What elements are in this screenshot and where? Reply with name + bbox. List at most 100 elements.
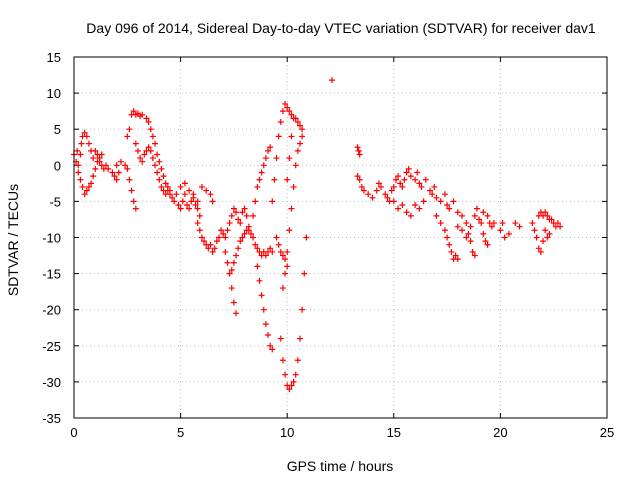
data-point [94,151,101,158]
data-point [177,205,184,212]
data-point [412,202,419,209]
data-point [181,180,188,187]
data-point [74,147,81,154]
data-point [209,198,216,205]
data-point [533,234,540,241]
data-point [294,357,301,364]
data-point [173,191,180,198]
data-point [164,183,171,190]
data-point [437,198,444,205]
data-point [279,252,286,259]
data-point [194,205,201,212]
data-point [113,162,120,169]
data-point [186,205,193,212]
data-point [540,238,547,245]
data-point [282,270,289,277]
data-point [360,187,367,194]
data-point [81,129,88,136]
y-tick-label: -5 [49,194,61,209]
data-point [416,180,423,187]
data-point [296,140,303,147]
data-point [467,238,474,245]
data-point [403,169,410,176]
data-point [139,111,146,118]
data-point [382,191,389,198]
data-point [437,220,444,227]
data-point [294,147,301,154]
data-point [463,234,470,241]
data-point [245,227,252,234]
data-point [548,216,555,223]
data-point [459,227,466,234]
data-point [152,162,159,169]
data-points [71,77,564,393]
data-point [288,133,295,140]
data-point [228,266,235,273]
data-point [292,162,299,169]
data-point [201,238,208,245]
data-point [286,108,293,115]
data-point [147,126,154,133]
data-point [284,248,291,255]
data-point [124,165,131,172]
data-point [286,386,293,393]
plot-frame [73,56,608,419]
data-point [480,209,487,216]
data-point [160,173,167,180]
data-point [149,155,156,162]
data-point [194,198,201,205]
data-point [192,202,199,209]
data-point [156,158,163,165]
data-point [444,234,451,241]
data-point [469,248,476,255]
data-point [488,223,495,230]
data-point [484,212,491,219]
data-point [303,234,310,241]
data-point [282,100,289,107]
data-point [444,202,451,209]
data-point [171,198,178,205]
data-point [224,259,231,266]
data-point [262,155,269,162]
data-point [158,183,165,190]
data-point [75,162,82,169]
y-tick-label: -20 [42,303,61,318]
data-point [277,248,284,255]
data-point [149,133,156,140]
data-point [162,180,169,187]
data-point [130,108,137,115]
data-point [254,263,261,270]
data-point [286,155,293,162]
data-point [260,306,267,313]
data-point [122,162,129,169]
data-point [241,205,248,212]
data-point [535,245,542,252]
chart-title: Day 096 of 2014, Sidereal Day-to-day VTE… [86,20,596,36]
data-point [143,115,150,122]
data-point [420,198,427,205]
data-point [85,140,92,147]
data-point [269,248,276,255]
data-point [290,183,297,190]
data-point [505,230,512,237]
data-point [471,212,478,219]
data-point [422,176,429,183]
data-point [407,212,414,219]
data-point [288,382,295,389]
x-tick-label: 0 [70,425,77,440]
data-point [427,187,434,194]
data-point [414,169,421,176]
data-point [154,169,161,176]
data-point [137,155,144,162]
data-point [290,378,297,385]
data-point [482,238,489,245]
data-point [79,183,86,190]
data-point [207,191,214,198]
data-point [254,245,261,252]
data-point [478,220,485,227]
data-point [516,223,523,230]
data-point [254,183,261,190]
data-point [83,133,90,140]
data-point [237,220,244,227]
